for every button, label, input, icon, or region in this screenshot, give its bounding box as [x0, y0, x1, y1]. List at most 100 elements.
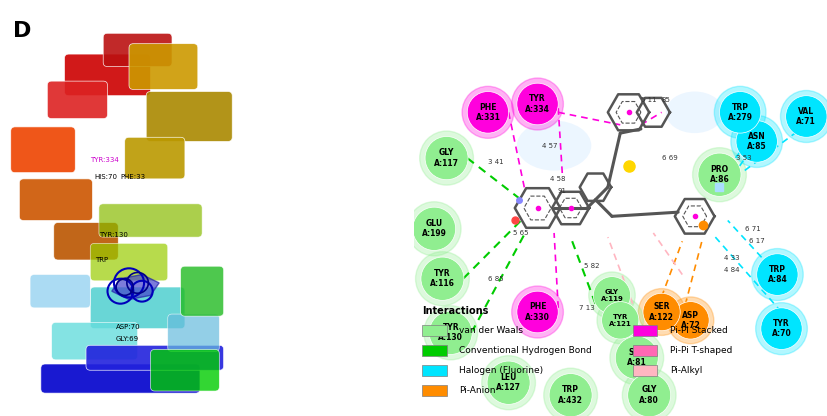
- Circle shape: [672, 302, 710, 339]
- Circle shape: [549, 374, 592, 416]
- FancyBboxPatch shape: [125, 137, 185, 179]
- Circle shape: [487, 361, 530, 404]
- Circle shape: [407, 202, 461, 256]
- Text: GLY
A:117: GLY A:117: [434, 149, 459, 168]
- FancyBboxPatch shape: [422, 345, 447, 356]
- Ellipse shape: [517, 121, 591, 171]
- Text: 6 69: 6 69: [662, 155, 678, 161]
- Text: ASN
A:85: ASN A:85: [747, 132, 767, 151]
- Text: 5 65: 5 65: [514, 230, 528, 236]
- Text: Pi-Pi T-shaped: Pi-Pi T-shaped: [670, 346, 732, 355]
- Circle shape: [517, 83, 558, 125]
- Polygon shape: [112, 275, 159, 300]
- Text: Pi-Anion: Pi-Anion: [459, 386, 495, 395]
- FancyBboxPatch shape: [11, 127, 75, 173]
- FancyBboxPatch shape: [90, 287, 185, 329]
- FancyBboxPatch shape: [51, 322, 137, 360]
- Text: 4 84: 4 84: [724, 267, 739, 273]
- Circle shape: [757, 254, 798, 295]
- FancyBboxPatch shape: [30, 275, 90, 308]
- Circle shape: [512, 78, 563, 130]
- Text: LEU
A:127: LEU A:127: [496, 373, 521, 392]
- Text: PHE
A:331: PHE A:331: [476, 103, 500, 122]
- Text: GLU
A:199: GLU A:199: [422, 219, 447, 238]
- Text: 4 57: 4 57: [543, 143, 557, 149]
- Text: 4 58: 4 58: [551, 176, 566, 182]
- Circle shape: [517, 291, 558, 333]
- Circle shape: [781, 91, 827, 142]
- Circle shape: [462, 86, 514, 138]
- Text: 5 11: 5 11: [642, 97, 657, 103]
- FancyBboxPatch shape: [633, 325, 657, 336]
- Text: 85: 85: [662, 97, 670, 103]
- Circle shape: [543, 368, 597, 416]
- FancyBboxPatch shape: [180, 266, 223, 316]
- Circle shape: [421, 257, 464, 300]
- Text: Pi-Alkyl: Pi-Alkyl: [670, 366, 702, 375]
- Circle shape: [736, 121, 777, 162]
- Text: GLY
A:80: GLY A:80: [639, 386, 659, 405]
- FancyBboxPatch shape: [146, 92, 232, 141]
- Text: HIS:70: HIS:70: [94, 174, 117, 180]
- Text: SER
A:81: SER A:81: [627, 348, 647, 367]
- Text: 3 53: 3 53: [737, 155, 752, 161]
- Text: 91: 91: [558, 188, 566, 194]
- Circle shape: [643, 293, 680, 331]
- Text: Interactions: Interactions: [422, 306, 488, 316]
- Circle shape: [667, 297, 714, 344]
- FancyBboxPatch shape: [633, 345, 657, 356]
- Circle shape: [415, 252, 470, 306]
- Circle shape: [719, 92, 761, 133]
- Text: D: D: [13, 21, 31, 41]
- Text: TYR
A:334: TYR A:334: [525, 94, 550, 114]
- Text: TYR:130: TYR:130: [99, 232, 128, 238]
- Text: 7 13: 7 13: [579, 305, 595, 311]
- FancyBboxPatch shape: [47, 81, 108, 119]
- Text: VAL
A:71: VAL A:71: [796, 107, 816, 126]
- FancyBboxPatch shape: [633, 365, 657, 376]
- Text: van der Waals: van der Waals: [459, 326, 523, 335]
- Text: PHE:33: PHE:33: [121, 174, 146, 180]
- Text: GLY:69: GLY:69: [116, 336, 139, 342]
- Circle shape: [692, 148, 747, 202]
- FancyBboxPatch shape: [90, 243, 168, 281]
- Text: 6 71: 6 71: [744, 226, 761, 232]
- Text: TRP: TRP: [94, 257, 108, 263]
- FancyBboxPatch shape: [54, 223, 118, 260]
- Text: TYR
A:70: TYR A:70: [772, 319, 791, 338]
- FancyBboxPatch shape: [129, 44, 198, 89]
- Circle shape: [615, 336, 658, 379]
- FancyBboxPatch shape: [99, 204, 202, 237]
- Circle shape: [786, 96, 827, 137]
- Circle shape: [761, 308, 802, 349]
- Text: 5 82: 5 82: [584, 263, 599, 269]
- FancyBboxPatch shape: [422, 365, 447, 376]
- Circle shape: [423, 306, 477, 360]
- Text: GLY
A:119: GLY A:119: [600, 289, 624, 302]
- Circle shape: [622, 368, 676, 416]
- FancyBboxPatch shape: [103, 33, 172, 67]
- FancyBboxPatch shape: [65, 54, 151, 96]
- Circle shape: [731, 115, 782, 167]
- Text: PHE
A:330: PHE A:330: [525, 302, 550, 322]
- Circle shape: [589, 272, 635, 319]
- Text: ASP:70: ASP:70: [116, 324, 141, 329]
- Text: TRP
A:279: TRP A:279: [728, 103, 753, 122]
- Circle shape: [602, 302, 638, 339]
- Circle shape: [481, 356, 536, 410]
- Circle shape: [467, 92, 509, 133]
- Circle shape: [512, 286, 563, 338]
- Ellipse shape: [666, 92, 724, 133]
- Circle shape: [609, 331, 663, 385]
- Text: PRO
A:86: PRO A:86: [710, 165, 729, 184]
- Text: Conventional Hydrogen Bond: Conventional Hydrogen Bond: [459, 346, 592, 355]
- Circle shape: [419, 131, 473, 185]
- Text: 4 33: 4 33: [724, 255, 739, 261]
- FancyBboxPatch shape: [86, 345, 223, 370]
- Text: TYR
A:121: TYR A:121: [609, 314, 632, 327]
- Text: Halogen (Fluorine): Halogen (Fluorine): [459, 366, 543, 375]
- FancyBboxPatch shape: [168, 314, 219, 352]
- Circle shape: [638, 289, 685, 335]
- FancyBboxPatch shape: [151, 349, 219, 391]
- Text: TYR
A:116: TYR A:116: [430, 269, 455, 288]
